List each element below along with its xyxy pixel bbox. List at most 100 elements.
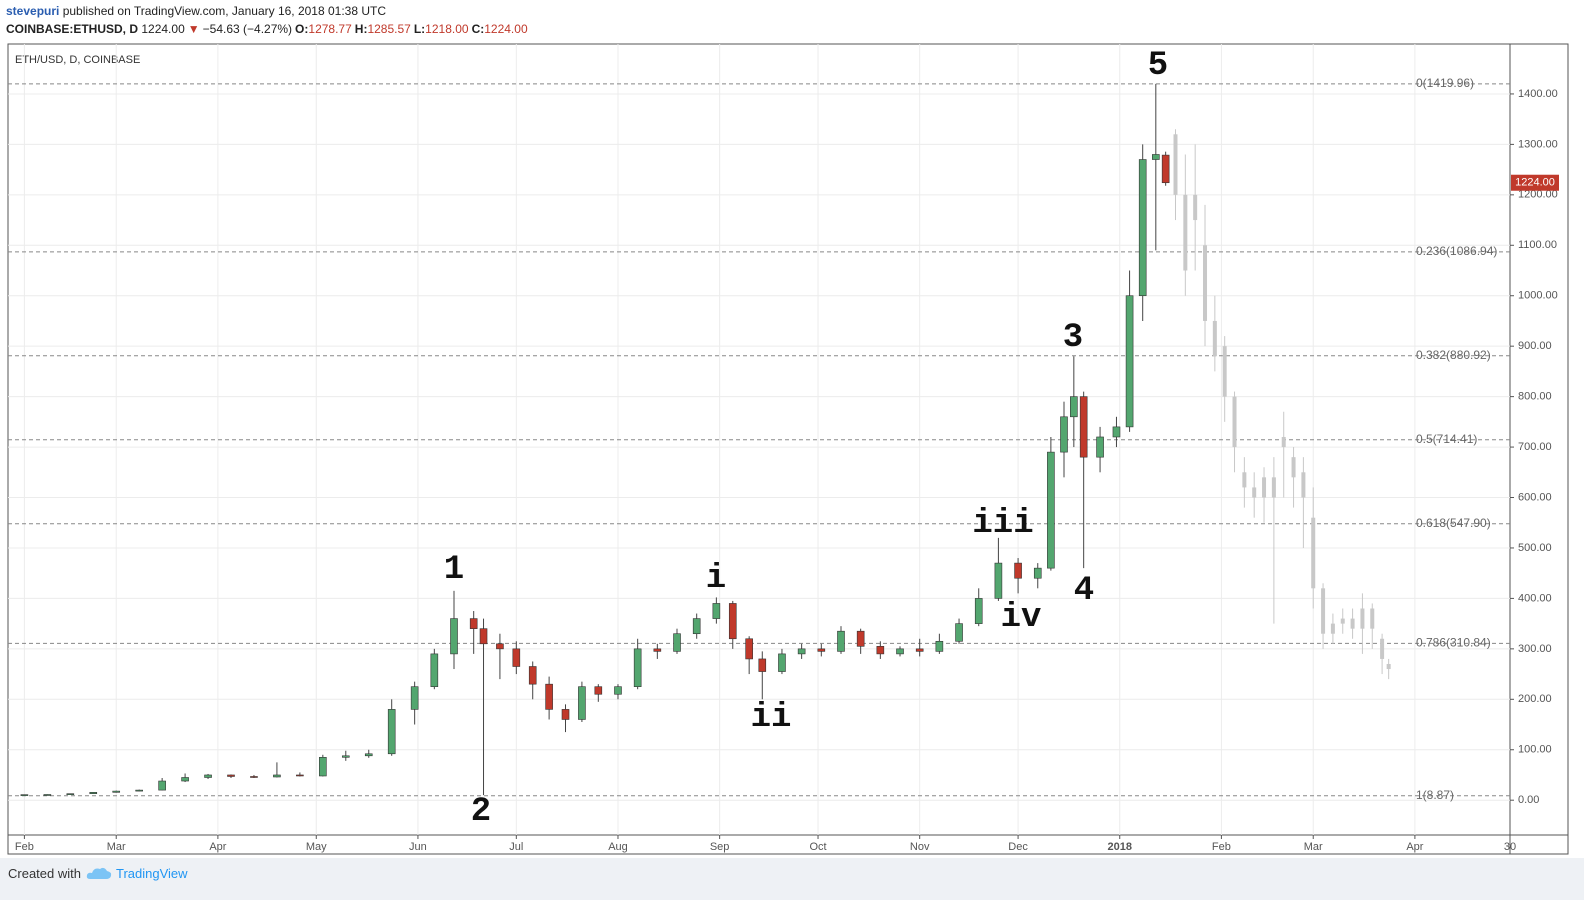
open-label: O: (295, 22, 309, 36)
y-tick-label: 1400.00 (1518, 88, 1558, 100)
candle-body (1125, 295, 1134, 428)
fib-label: 0.5(714.41) (1416, 432, 1477, 446)
brand[interactable]: TradingView (116, 866, 188, 881)
candle-body (410, 686, 419, 710)
candle-body (89, 792, 98, 794)
fib-label: 0.236(1086.94) (1416, 244, 1497, 258)
change-arrow: ▼ (187, 22, 200, 36)
candle-body (250, 776, 258, 778)
candle-body (1138, 159, 1147, 297)
y-tick-label: 600.00 (1518, 491, 1552, 503)
header: stevepuri published on TradingView.com, … (6, 2, 531, 38)
y-tick-label: 1300.00 (1518, 138, 1558, 150)
candle-body (817, 648, 826, 652)
candle-body (112, 790, 121, 793)
chart-title: ETH/USD, D, COINBASE (15, 54, 140, 66)
candle-body (1203, 245, 1208, 321)
candle-body (653, 648, 662, 652)
candle-body (578, 686, 586, 720)
candle-body (1161, 154, 1170, 184)
wave-label: 5 (1148, 47, 1168, 85)
candle-body (1321, 588, 1326, 634)
candle-body (204, 774, 212, 778)
chart-frame (7, 43, 1569, 855)
published: published on TradingView.com, January 16… (62, 4, 387, 18)
candle-body (450, 618, 458, 655)
wave-label: iv (1001, 599, 1042, 637)
y-tick-label: 1000.00 (1518, 290, 1558, 302)
candle-body (1152, 154, 1160, 160)
candle-body (974, 598, 983, 624)
candle-body (66, 793, 75, 795)
y-tick-label: 500.00 (1518, 542, 1552, 554)
x-tick-label: Mar (1304, 841, 1323, 853)
close: 1224.00 (484, 22, 528, 36)
candle-body (1060, 416, 1068, 453)
candle-body (1386, 663, 1391, 670)
candle-body (994, 562, 1003, 599)
candle-body (1350, 618, 1355, 629)
candle-body (935, 640, 944, 652)
x-tick-label: May (306, 841, 327, 853)
candle-body (469, 618, 478, 629)
candle-body (1014, 562, 1022, 579)
candle-body (673, 633, 681, 652)
candles (20, 83, 1391, 796)
high-label: H: (354, 22, 368, 36)
wave-label: 4 (1074, 572, 1094, 610)
price: 1224.00 (141, 22, 185, 36)
fib-label: 0.618(547.90) (1416, 516, 1491, 530)
candle-body (1112, 426, 1121, 438)
candle-body (1291, 457, 1296, 478)
open: 1278.77 (308, 22, 352, 36)
candle-body (479, 628, 488, 645)
candle-body (296, 774, 304, 777)
fib-label: 0(1419.96) (1416, 76, 1474, 90)
y-tick-label: 800.00 (1518, 391, 1552, 403)
candle-body (273, 774, 281, 778)
candle-body (633, 648, 642, 687)
candle-body (1311, 517, 1316, 589)
x-tick-label: Oct (809, 841, 826, 853)
symbol: COINBASE:ETHUSD, D (6, 22, 139, 36)
candle-body (1301, 472, 1306, 498)
candle-body (387, 709, 396, 755)
last-price-box (1511, 174, 1559, 191)
candle-body (430, 653, 439, 687)
x-tick-label: Nov (910, 841, 930, 853)
x-tick-label: Feb (1212, 841, 1231, 853)
wave-label: 1 (444, 551, 464, 589)
candle-body (692, 618, 701, 635)
author[interactable]: stevepuri (6, 4, 60, 18)
candle-body (1252, 487, 1257, 498)
x-tick-label: Apr (1406, 841, 1423, 853)
fib-label: 0.382(880.92) (1416, 348, 1491, 362)
x-tick-label: Sep (710, 841, 730, 853)
y-tick-label: 1200.00 (1518, 189, 1558, 201)
low-label: L: (413, 22, 426, 36)
x-tick-label: 2018 (1108, 841, 1132, 853)
candle-body (876, 646, 885, 655)
x-tick-label: Mar (107, 841, 126, 853)
candle-body (1222, 346, 1227, 397)
y-tick-label: 400.00 (1518, 592, 1552, 604)
x-tick-label: Apr (209, 841, 226, 853)
change: −54.63 (−4.27%) (202, 22, 293, 36)
x-tick-label: Dec (1008, 841, 1028, 853)
candle-body (43, 794, 52, 796)
candle-body (512, 648, 521, 667)
x-tick-label: 30 (1504, 841, 1516, 853)
y-tick-label: 300.00 (1518, 643, 1552, 655)
created-with: Created with (8, 866, 81, 881)
candle-body (158, 780, 166, 791)
y-tick-label: 700.00 (1518, 441, 1552, 453)
candle-body (1330, 623, 1335, 634)
fib-label: 1(8.87) (1416, 788, 1454, 802)
footer: Created with TradingView (0, 858, 1584, 900)
high: 1285.57 (367, 22, 411, 36)
candle-body (837, 630, 845, 652)
wave-label: ii (751, 699, 792, 737)
